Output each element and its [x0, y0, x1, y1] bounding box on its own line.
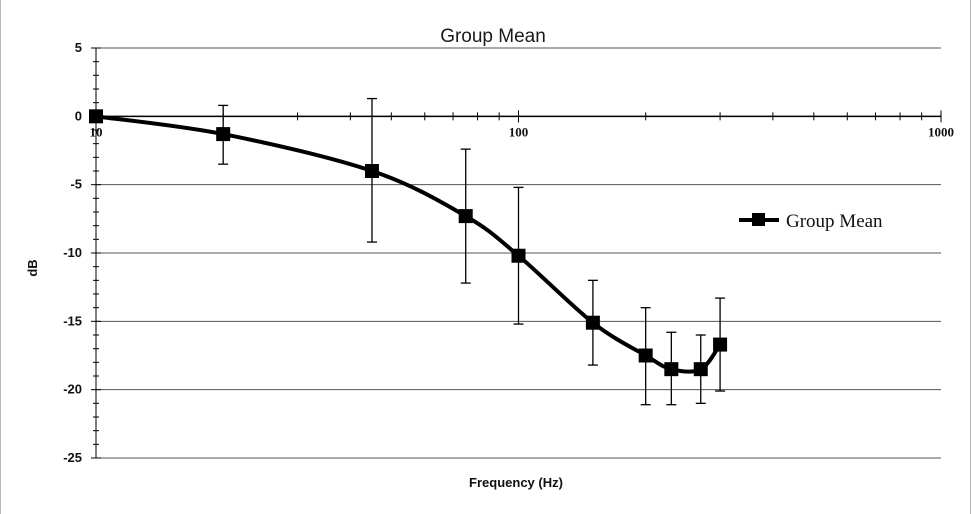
- tick-labels: 5 0 -5 -10 -15 -20 -25 10 100 1000: [63, 40, 954, 465]
- data-point: [664, 362, 679, 377]
- series-lines: [95, 114, 722, 374]
- y-tick-label: -25: [63, 450, 82, 465]
- y-tick-label: -15: [63, 313, 82, 328]
- y-tick-label: -20: [63, 382, 82, 397]
- data-point: [89, 109, 103, 124]
- x-axis-label: Frequency (Hz): [469, 475, 563, 490]
- y-axis-label: dB: [25, 259, 40, 276]
- x-tick-label: 10: [90, 124, 103, 139]
- legend: Group Mean: [739, 211, 883, 232]
- data-point: [713, 337, 728, 352]
- data-markers: [89, 109, 728, 377]
- data-point: [693, 362, 708, 377]
- y-tick-label: 5: [75, 40, 82, 55]
- data-point: [638, 348, 653, 363]
- y-tick-label: -5: [70, 177, 82, 192]
- y-tick-label: 0: [75, 108, 82, 123]
- legend-marker: [752, 213, 765, 226]
- x-tick-label: 1000: [928, 124, 954, 139]
- data-point: [511, 248, 526, 263]
- y-tick-label: -10: [63, 245, 82, 260]
- chart-title: Group Mean: [440, 26, 546, 47]
- x-tick-label: 100: [509, 124, 529, 139]
- data-point: [585, 315, 600, 330]
- data-point: [364, 164, 379, 178]
- series-line: [95, 114, 722, 374]
- data-point: [216, 127, 231, 142]
- legend-label: Group Mean: [786, 211, 883, 232]
- data-point: [458, 209, 473, 224]
